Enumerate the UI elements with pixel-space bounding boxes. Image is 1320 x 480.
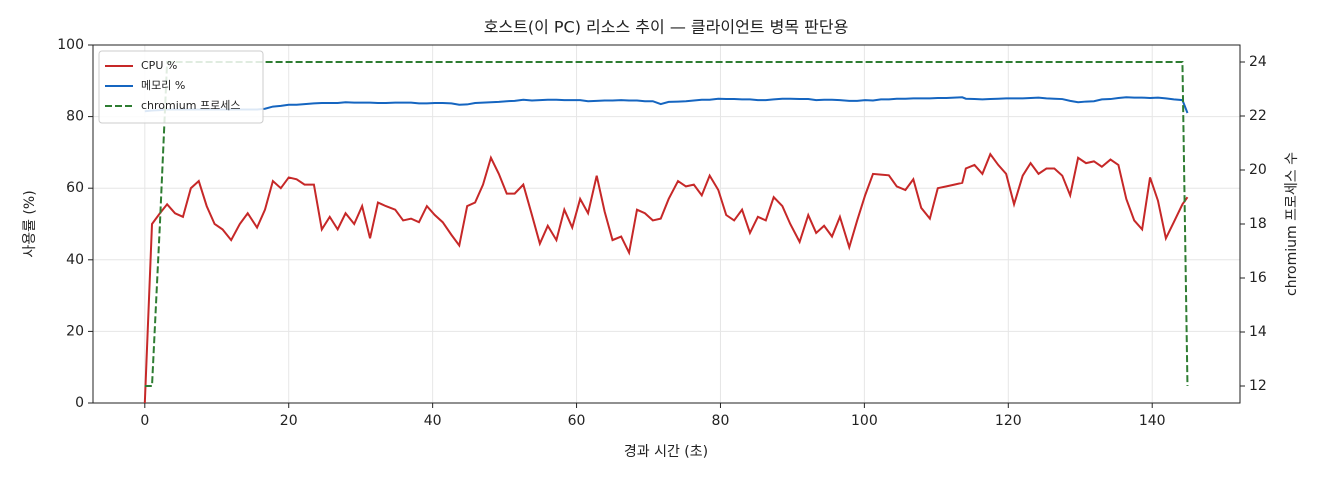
y2-tick-label: 20 [1249,162,1267,178]
x-tick-label: 60 [568,413,586,429]
x-axis-label: 경과 시간 (초) [624,444,708,460]
series-line [143,152,1189,404]
y-tick-label: 40 [66,252,84,268]
series-line [144,61,1189,387]
y-tick-label: 20 [66,323,84,339]
legend-box [98,50,264,124]
chart-title: 호스트(이 PC) 리소스 추이 — 클라이언트 병목 판단용 [484,18,849,37]
y-tick-label: 100 [57,37,84,53]
y2-axis-label: chromium 프로세스 수 [1284,152,1300,296]
x-tick-label: 120 [995,413,1022,429]
x-tick-label: 140 [1139,413,1166,429]
y2-tick-label: 24 [1249,54,1267,70]
x-tick-label: 0 [140,413,149,429]
legend-label: 메모리 % [141,79,185,92]
y-axis-label: 사용률 (%) [22,190,38,257]
y2-tick-label: 16 [1249,270,1267,286]
y2-tick-label: 18 [1249,216,1267,232]
legend-label: chromium 프로세스 [141,99,240,112]
y-tick-label: 80 [66,109,84,125]
y2-tick-label: 14 [1249,324,1267,340]
y-tick-label: 0 [75,395,84,411]
x-tick-label: 20 [280,413,298,429]
y2-tick-label: 22 [1249,108,1267,124]
series-line [144,96,1189,114]
y-tick-label: 60 [66,180,84,196]
x-tick-label: 40 [424,413,442,429]
legend-label: CPU % [141,59,177,72]
x-tick-label: 100 [851,413,878,429]
y2-tick-label: 12 [1249,378,1267,394]
plot-frame [92,44,1241,404]
legend: CPU % 메모리 % chromium 프로세스 [98,50,264,124]
x-tick-label: 80 [712,413,730,429]
